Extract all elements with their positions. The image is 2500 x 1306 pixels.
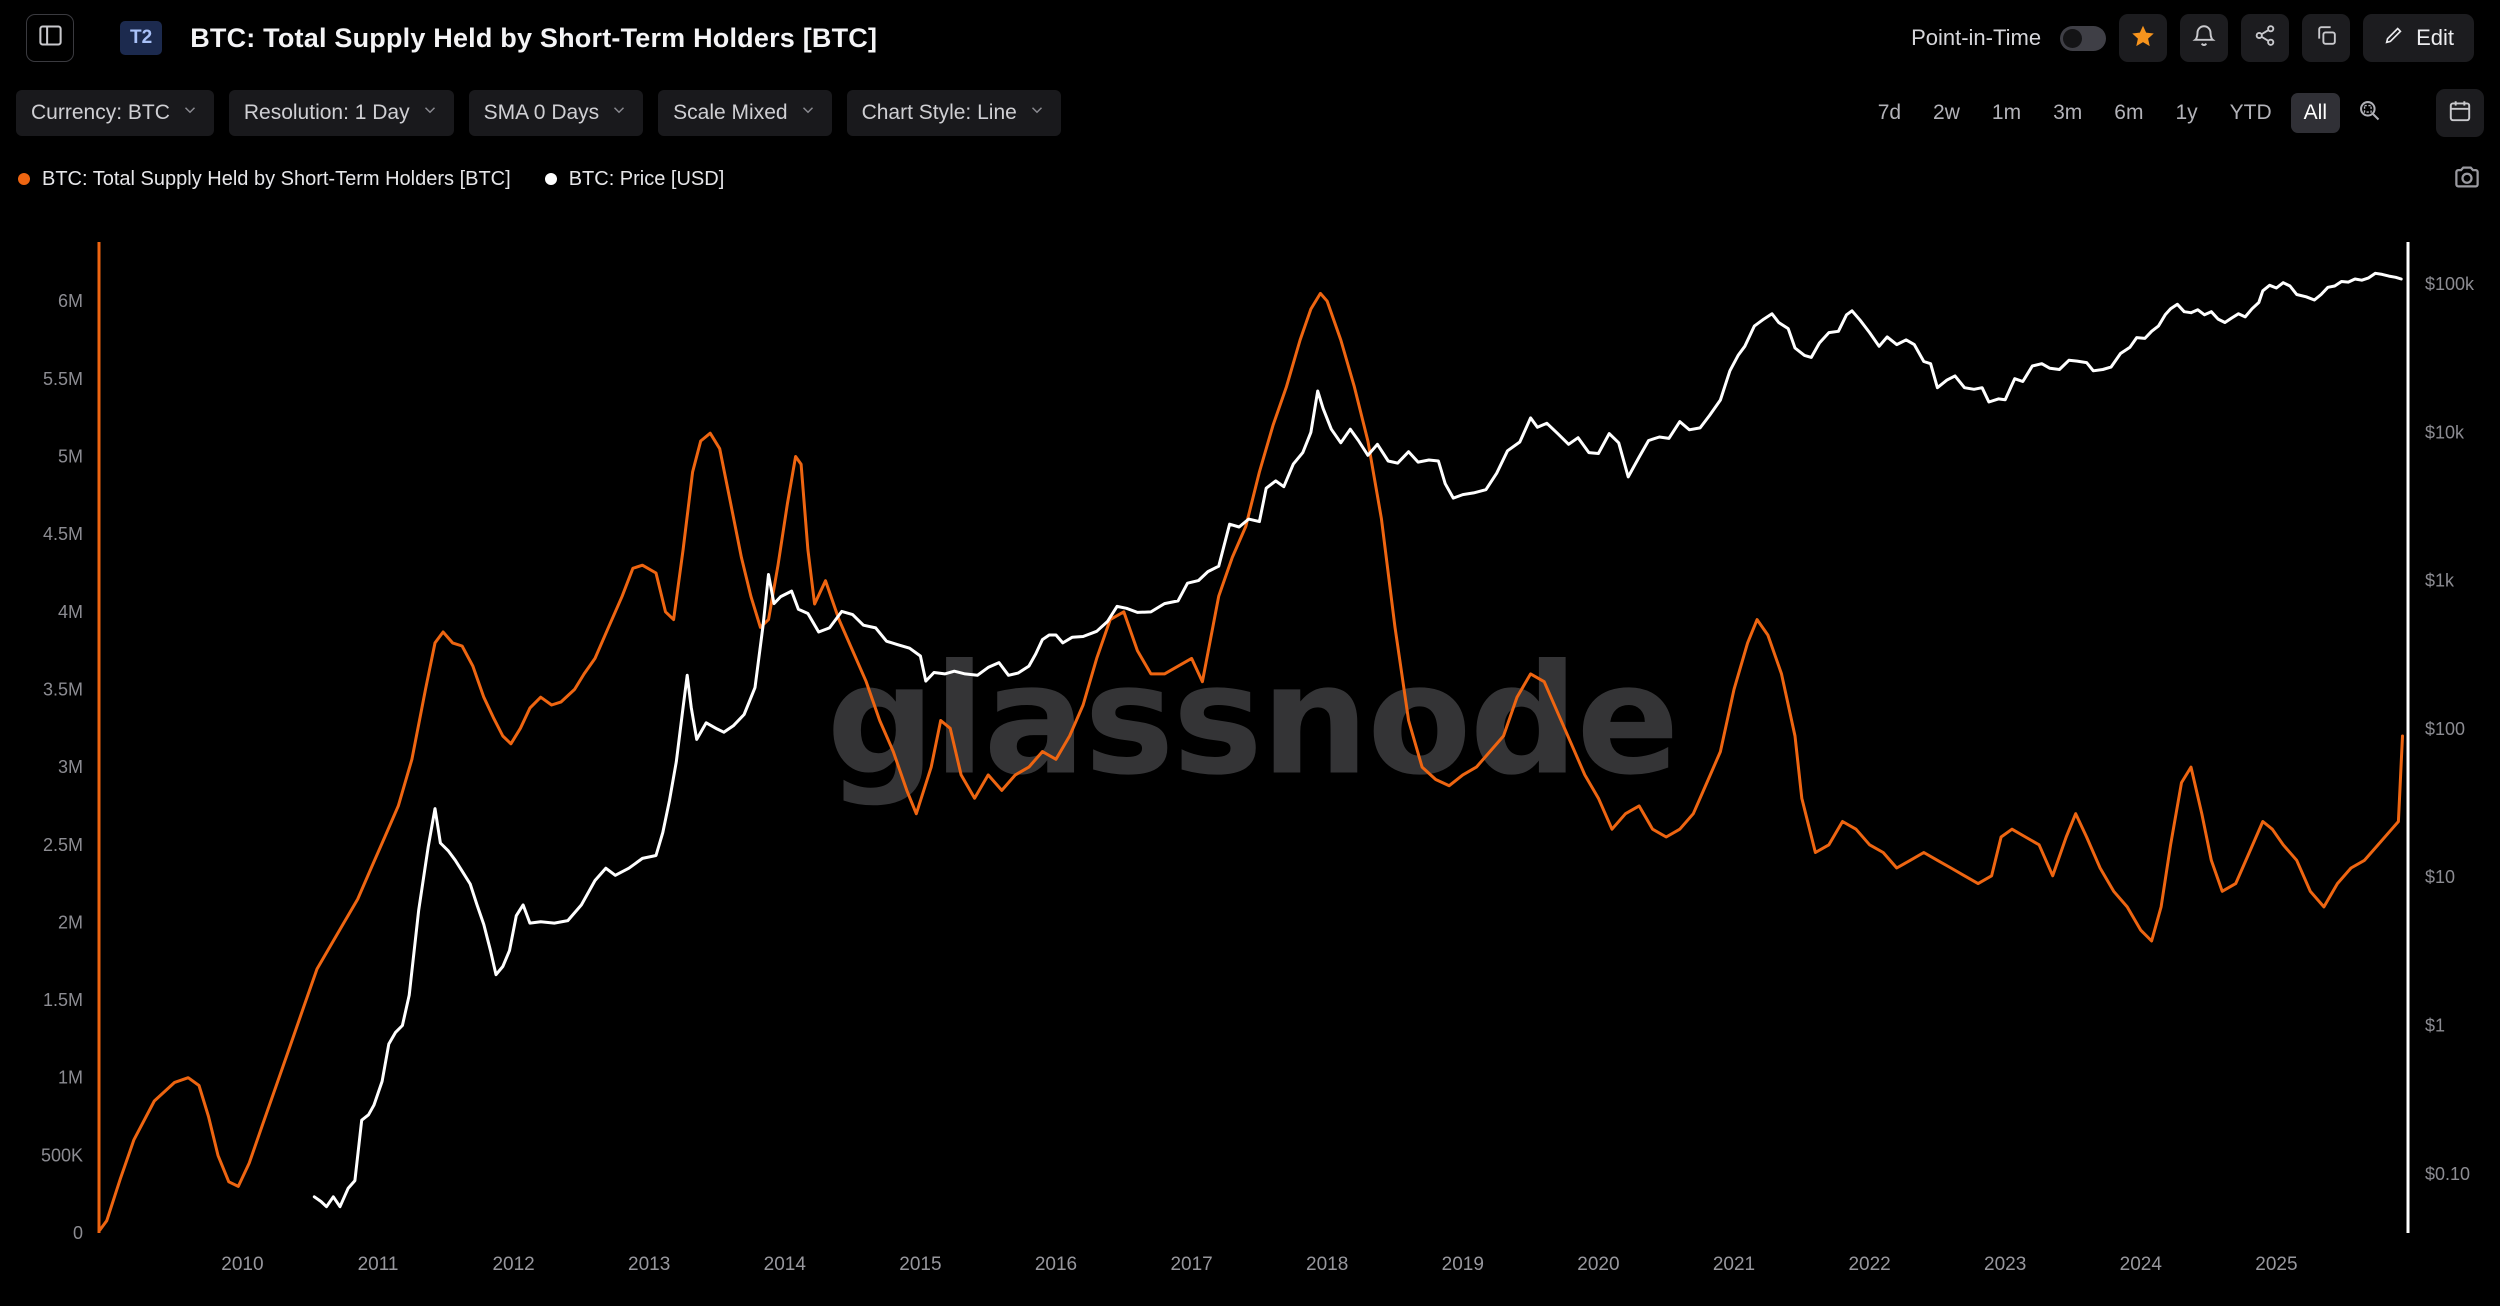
chevron-down-icon bbox=[610, 101, 628, 125]
header: T2 BTC: Total Supply Held by Short-Term … bbox=[0, 0, 2500, 76]
copy-icon bbox=[2314, 23, 2339, 53]
left-axis-tick: 0 bbox=[73, 1223, 83, 1243]
range-6m[interactable]: 6m bbox=[2114, 101, 2144, 124]
left-axis-tick: 1M bbox=[58, 1068, 83, 1088]
legend-item-price[interactable]: BTC: Price [USD] bbox=[544, 167, 725, 191]
right-axis-tick: $10 bbox=[2425, 867, 2455, 887]
point-in-time-toggle[interactable] bbox=[2060, 25, 2107, 51]
tier-badge: T2 bbox=[120, 21, 163, 55]
x-axis-tick: 2015 bbox=[899, 1254, 941, 1275]
range-ytd[interactable]: YTD bbox=[2229, 101, 2272, 124]
range-7d[interactable]: 7d bbox=[1877, 101, 1902, 124]
x-axis-tick: 2010 bbox=[221, 1254, 263, 1275]
pencil-icon bbox=[2383, 24, 2405, 52]
favorite-button[interactable] bbox=[2119, 14, 2168, 62]
chevron-down-icon bbox=[181, 101, 199, 125]
right-axis-tick: $100 bbox=[2425, 719, 2465, 739]
x-axis-tick: 2017 bbox=[1170, 1254, 1212, 1275]
price-series-label: BTC: Price [USD] bbox=[568, 167, 725, 190]
scale-dropdown[interactable]: Scale Mixed bbox=[658, 90, 832, 136]
left-axis-tick: 2M bbox=[58, 912, 83, 932]
legend-row: BTC: Total Supply Held by Short-Term Hol… bbox=[0, 150, 2500, 208]
edit-button-label: Edit bbox=[2416, 25, 2454, 50]
x-axis-tick: 2012 bbox=[492, 1254, 534, 1275]
point-in-time-label: Point-in-Time bbox=[1911, 25, 2042, 50]
x-axis-tick: 2013 bbox=[628, 1254, 670, 1275]
chart-area: glassnode 0 500K 1M 1.5M 2M 2.5M 3M 3.5M 4M 4.5M 5… bbox=[0, 208, 2500, 1306]
left-axis-tick: 4.5M bbox=[43, 524, 83, 544]
star-icon bbox=[2130, 23, 2156, 54]
bell-icon bbox=[2191, 23, 2217, 54]
right-axis-tick: $1k bbox=[2425, 571, 2455, 591]
left-axis-tick: 1.5M bbox=[43, 990, 83, 1010]
left-axis-tick: 5.5M bbox=[43, 369, 83, 389]
time-range-group: 7d 2w 1m 3m 6m 1y YTD All bbox=[1865, 93, 2383, 133]
resolution-dropdown[interactable]: Resolution: 1 Day bbox=[228, 90, 454, 136]
x-axis-tick: 2024 bbox=[2120, 1254, 2163, 1275]
share-icon bbox=[2253, 23, 2278, 53]
range-2w[interactable]: 2w bbox=[1933, 101, 1960, 124]
left-axis-tick: 3M bbox=[58, 757, 83, 777]
resolution-dropdown-label: Resolution: 1 Day bbox=[243, 101, 410, 124]
legend-item-supply[interactable]: BTC: Total Supply Held by Short-Term Hol… bbox=[18, 168, 511, 191]
sma-dropdown-label: SMA 0 Days bbox=[483, 101, 600, 124]
left-axis-tick: 4M bbox=[58, 602, 83, 622]
left-axis-tick: 2.5M bbox=[43, 835, 83, 855]
edit-button[interactable]: Edit bbox=[2363, 14, 2474, 62]
right-axis-tick: $1 bbox=[2425, 1016, 2445, 1036]
x-axis-tick: 2014 bbox=[764, 1254, 807, 1275]
calendar-icon bbox=[2447, 98, 2473, 129]
left-axis-tick: 500K bbox=[41, 1145, 83, 1165]
x-axis-tick: 2021 bbox=[1713, 1254, 1755, 1275]
x-axis-tick: 2016 bbox=[1035, 1254, 1077, 1275]
x-axis-tick: 2019 bbox=[1442, 1254, 1484, 1275]
alerts-button[interactable] bbox=[2180, 14, 2229, 62]
chevron-down-icon bbox=[421, 101, 439, 125]
supply-series-dot bbox=[18, 173, 30, 185]
series-line bbox=[98, 291, 2404, 1232]
toolbar: Currency: BTC Resolution: 1 Day SMA 0 Da… bbox=[0, 76, 2500, 150]
sma-dropdown[interactable]: SMA 0 Days bbox=[468, 90, 644, 136]
page-title: BTC: Total Supply Held by Short-Term Hol… bbox=[190, 22, 878, 53]
x-axis-tick: 2023 bbox=[1984, 1254, 2026, 1275]
reset-zoom-icon[interactable] bbox=[2356, 97, 2383, 129]
x-axis-tick: 2020 bbox=[1577, 1254, 1619, 1275]
right-axis-tick: $100k bbox=[2425, 274, 2475, 294]
chart-style-dropdown-label: Chart Style: Line bbox=[861, 101, 1017, 124]
right-axis-tick: $10k bbox=[2425, 422, 2465, 442]
scale-dropdown-label: Scale Mixed bbox=[673, 101, 788, 124]
left-axis-tick: 3.5M bbox=[43, 679, 83, 699]
chevron-down-icon bbox=[1028, 101, 1046, 125]
chevron-down-icon bbox=[799, 101, 817, 125]
panel-left-icon bbox=[37, 22, 64, 54]
chart-style-dropdown[interactable]: Chart Style: Line bbox=[846, 90, 1061, 136]
currency-dropdown[interactable]: Currency: BTC bbox=[16, 90, 214, 136]
range-1y[interactable]: 1y bbox=[2175, 101, 2198, 124]
calendar-button[interactable] bbox=[2436, 89, 2484, 137]
chart-canvas[interactable]: 0 500K 1M 1.5M 2M 2.5M 3M 3.5M 4M 4.5M 5M 5.5M 6M $10… bbox=[0, 208, 2500, 1306]
x-axis-tick: 2025 bbox=[2255, 1254, 2297, 1275]
range-3m[interactable]: 3m bbox=[2053, 101, 2083, 124]
supply-series-label: BTC: Total Supply Held by Short-Term Hol… bbox=[42, 167, 511, 190]
toggle-knob bbox=[2063, 28, 2083, 48]
header-actions: Point-in-Time bbox=[1911, 14, 2474, 62]
x-axis-tick: 2022 bbox=[1848, 1254, 1890, 1275]
duplicate-button[interactable] bbox=[2302, 14, 2351, 62]
sidebar-toggle-button[interactable] bbox=[26, 14, 74, 62]
x-axis-tick: 2011 bbox=[358, 1254, 399, 1275]
right-axis-tick: $0.10 bbox=[2425, 1164, 2470, 1184]
currency-dropdown-label: Currency: BTC bbox=[31, 101, 170, 124]
series-line bbox=[312, 271, 2403, 1209]
glassnode-watermark: glassnode bbox=[826, 631, 1680, 809]
left-axis-tick: 6M bbox=[58, 291, 83, 311]
range-1m[interactable]: 1m bbox=[1991, 101, 2022, 124]
left-axis-tick: 5M bbox=[58, 447, 83, 467]
camera-icon[interactable] bbox=[2452, 162, 2482, 197]
x-axis-tick: 2018 bbox=[1306, 1254, 1348, 1275]
range-all[interactable]: All bbox=[2290, 93, 2340, 133]
price-series-dot bbox=[544, 173, 557, 185]
share-button[interactable] bbox=[2241, 14, 2290, 62]
